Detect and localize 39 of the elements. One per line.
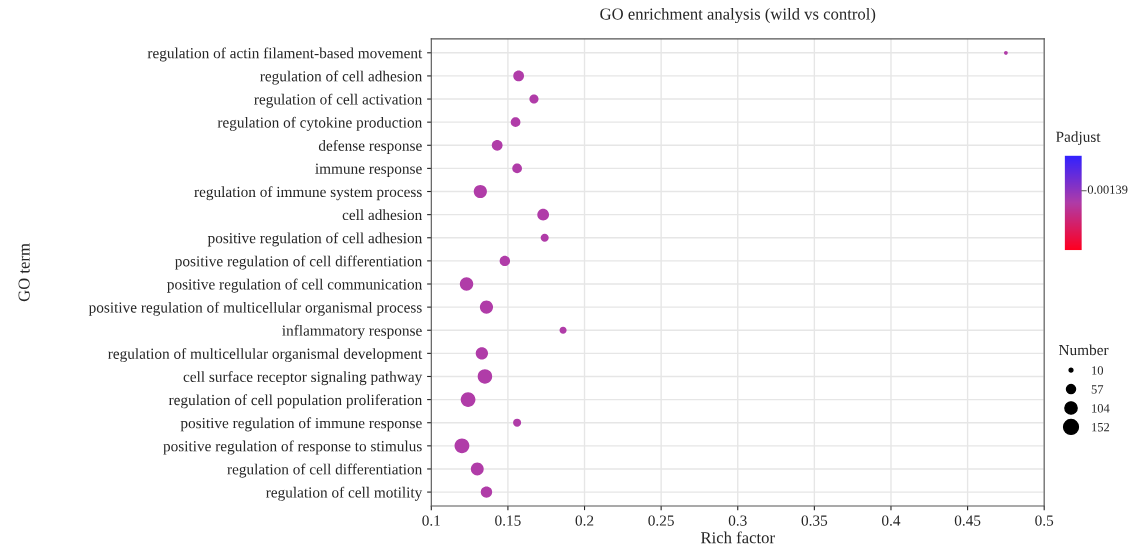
y-tick-label: immune response: [315, 163, 422, 177]
x-tick-label: 0.25: [648, 515, 674, 526]
x-axis-title: Rich factor: [700, 531, 775, 544]
legend-title: Number: [1058, 344, 1109, 356]
x-tick-label: 0.2: [575, 515, 594, 526]
legend-label: 152: [1092, 423, 1110, 432]
y-tick-label: regulation of cell population proliferation: [168, 394, 423, 409]
y-tick-label: inflammatory response: [282, 324, 422, 339]
x-tick-label: 0.35: [801, 515, 828, 526]
y-tick-label: positive regulation of immune response: [180, 417, 422, 432]
x-tick-label: 0.4: [882, 515, 901, 526]
y-tick-label: cell adhesion: [342, 209, 423, 221]
y-tick-label: regulation of cell differentiation: [227, 463, 423, 478]
y-tick-label: defense response: [318, 139, 422, 154]
y-tick-label: regulation of multicellular organismal development: [108, 347, 423, 363]
color-bar-title: Padjust: [1055, 131, 1101, 146]
y-tick-label: regulation of cytokine production: [217, 116, 423, 131]
y-tick-label: regulation of cell motility: [266, 486, 423, 501]
chart-title: GO enrichment analysis (wild vs control): [600, 7, 876, 24]
y-tick-label: positive regulation of response to stimulus: [163, 440, 422, 455]
x-tick-label: 0.1: [422, 515, 440, 526]
x-tick-label: 0.3: [728, 515, 747, 526]
y-tick-label: regulation of cell adhesion: [260, 70, 423, 85]
y-tick-label: regulation of immune system process: [194, 186, 422, 201]
y-axis-title: GO term: [18, 243, 30, 302]
y-tick-label: cell surface receptor signaling pathway: [183, 371, 423, 386]
y-tick-label: positive regulation of cell adhesion: [207, 232, 423, 247]
x-tick-label: 0.45: [954, 515, 981, 526]
y-tick-label: regulation of actin filament-based movement: [147, 47, 423, 62]
y-tick-label: positive regulation of cell differentiation: [175, 255, 423, 270]
legend-label: 104: [1092, 404, 1110, 413]
y-tick-label: positive regulation of multicellular organismal process: [88, 301, 422, 316]
legend-label: 57: [1091, 385, 1104, 394]
x-tick-label: 0.15: [495, 515, 521, 526]
x-tick-label: 0.5: [1035, 515, 1054, 526]
legend-label: 10: [1092, 366, 1104, 375]
text: 0.00139: [1087, 185, 1128, 194]
y-tick-label: regulation of cell activation: [254, 93, 423, 108]
y-tick-label: positive regulation of cell communication: [167, 278, 423, 293]
